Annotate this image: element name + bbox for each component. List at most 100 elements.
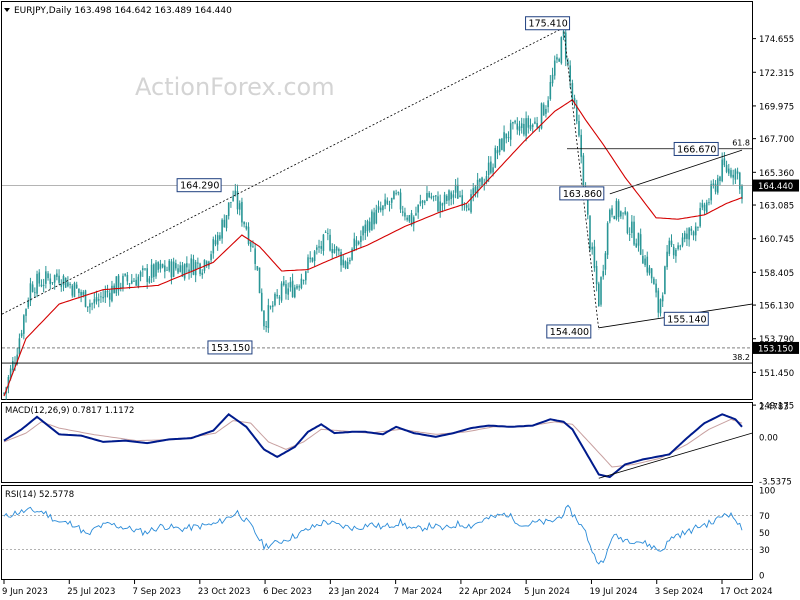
swing-label-text: 163.860 xyxy=(563,189,602,200)
candle-body xyxy=(560,37,563,64)
candle-body xyxy=(490,161,492,173)
rsi-tick-label: 50 xyxy=(759,529,770,539)
candle-body xyxy=(520,123,523,129)
swing-label-box xyxy=(525,16,571,31)
symbol-header: EURJPY,Daily 163.498 164.642 163.489 164… xyxy=(4,6,232,16)
candle-body xyxy=(159,263,162,269)
candle-body xyxy=(234,190,237,195)
candle-body xyxy=(432,196,435,197)
fib-level-label: 61.8 xyxy=(732,139,750,148)
macd-title: MACD(12,26,9) 0.7817 1.1172 xyxy=(5,406,134,416)
price-tick-label: 156.130 xyxy=(759,302,794,312)
price-tick-label: 169.975 xyxy=(759,102,794,112)
candle-body xyxy=(646,256,649,273)
candle-body xyxy=(714,183,717,192)
candle-body xyxy=(683,233,686,240)
candle-body xyxy=(164,265,166,272)
candle-body xyxy=(324,232,327,233)
candle-body xyxy=(430,196,433,199)
candle-body xyxy=(523,123,525,135)
time-tick-label: 23 Jan 2024 xyxy=(328,587,379,597)
candle-body xyxy=(20,333,23,337)
candle-body xyxy=(60,284,63,287)
candle-body xyxy=(168,260,171,271)
candle-body xyxy=(214,240,217,245)
candle-body xyxy=(45,271,47,284)
candle-body xyxy=(271,305,274,307)
candle-body xyxy=(49,278,52,285)
candle-body xyxy=(375,209,378,224)
candle-body xyxy=(212,239,215,254)
candle-body xyxy=(538,127,541,129)
candle-body xyxy=(443,194,446,205)
candle-body xyxy=(346,261,349,269)
candle-body xyxy=(487,162,490,176)
price-tick-label: 149.175 xyxy=(759,402,794,412)
candle-body xyxy=(423,201,426,203)
candle-body xyxy=(141,268,144,271)
macd-tick-label: -3.5375 xyxy=(759,478,792,488)
candle-body xyxy=(269,306,272,308)
candle-body xyxy=(181,265,184,277)
time-tick-label: 25 Jul 2023 xyxy=(67,587,115,597)
candle-body xyxy=(221,219,223,239)
price-tick-label: 151.450 xyxy=(759,369,794,379)
candle-body xyxy=(133,280,135,282)
candle-body xyxy=(393,191,395,200)
candle-body xyxy=(406,217,408,220)
candle-body xyxy=(719,176,721,181)
candle-body xyxy=(97,299,100,301)
candle-body xyxy=(637,232,640,246)
candle-body xyxy=(534,121,536,124)
candle-body xyxy=(7,377,10,388)
candle-body xyxy=(89,303,91,308)
candle-body xyxy=(461,195,464,207)
candle-body xyxy=(736,171,739,174)
candle-body xyxy=(479,178,481,182)
price-tick-label: 174.655 xyxy=(759,35,794,45)
candle-body xyxy=(78,288,80,294)
candle-body xyxy=(126,274,129,282)
candle-body xyxy=(644,258,646,266)
rsi-tick-label: 0 xyxy=(759,572,764,582)
candle-body xyxy=(280,283,283,301)
rising-dotted-trendline xyxy=(1,27,564,315)
candle-body xyxy=(40,284,43,287)
price-tick-label: 167.700 xyxy=(759,135,794,145)
candle-body xyxy=(705,202,708,213)
candle-body xyxy=(25,308,27,316)
candle-body xyxy=(223,219,226,228)
candle-body xyxy=(677,245,679,249)
candle-body xyxy=(395,193,397,194)
candle-body xyxy=(628,234,631,235)
candle-body xyxy=(108,292,111,300)
candle-body xyxy=(265,326,267,328)
candle-body xyxy=(64,277,67,288)
candle-body xyxy=(721,159,723,182)
candle-body xyxy=(232,196,234,202)
swing-label-text: 154.400 xyxy=(550,327,589,338)
candle-body xyxy=(653,278,655,285)
candle-body xyxy=(16,354,19,365)
candle-body xyxy=(342,259,345,266)
candle-body xyxy=(419,201,422,204)
candle-body xyxy=(128,283,131,285)
watermark: ActionForex.com xyxy=(135,73,335,101)
price-tick-label: 172.315 xyxy=(759,69,794,79)
candle-body xyxy=(670,240,673,245)
candle-body xyxy=(703,204,706,211)
candle-body xyxy=(320,246,323,249)
swing-labels: 175.410 164.290 153.150 163.860 154.400 155.1… xyxy=(176,16,719,355)
candle-body xyxy=(309,257,312,259)
candle-body xyxy=(225,215,228,229)
swing-label-box xyxy=(559,186,605,201)
candle-body xyxy=(238,203,241,210)
candle-body xyxy=(474,186,477,194)
candle-body xyxy=(91,303,93,305)
swing-label-box xyxy=(673,141,719,156)
candle-body xyxy=(595,266,598,285)
candle-body xyxy=(439,201,441,212)
candle-body xyxy=(417,204,419,213)
candle-body xyxy=(509,123,512,140)
candle-body xyxy=(285,284,287,294)
